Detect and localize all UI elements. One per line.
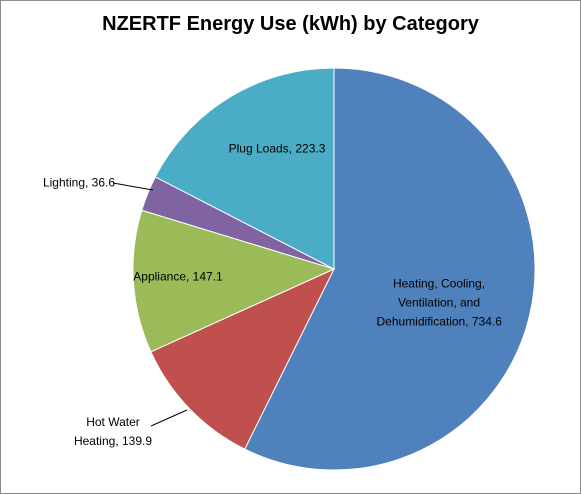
slice-label: Hot Water Heating, 139.9 [68, 413, 158, 451]
leader-line [112, 182, 154, 191]
chart-title: NZERTF Energy Use (kWh) by Category [102, 13, 479, 35]
pie-slice [132, 209, 336, 353]
pie-slice [154, 67, 335, 270]
leader-line [150, 409, 188, 427]
slice-label: Plug Loads, 223.3 [212, 140, 342, 159]
slice-category: Hot Water Heating [73, 415, 140, 448]
pie-slice [150, 267, 336, 450]
slice-category: Lighting [42, 175, 85, 190]
slice-label: Appliance, 147.1 [118, 268, 238, 287]
slice-value: , 223.3 [288, 141, 326, 156]
slice-category: Appliance [133, 269, 186, 284]
slice-label: Heating, Cooling, Ventilation, and Dehum… [377, 275, 502, 332]
slice-label: Lighting, 36.6 [39, 174, 119, 193]
slice-value: , 139.9 [115, 434, 153, 448]
slice-category: Plug Loads [228, 141, 289, 156]
slice-value: , 734.6 [465, 314, 502, 329]
slice-value: , 147.1 [186, 269, 223, 284]
slice-category: Heating, Cooling, Ventilation, and Dehum… [376, 276, 486, 329]
pie-slice [244, 67, 536, 471]
slice-value: , 36.6 [85, 175, 116, 190]
